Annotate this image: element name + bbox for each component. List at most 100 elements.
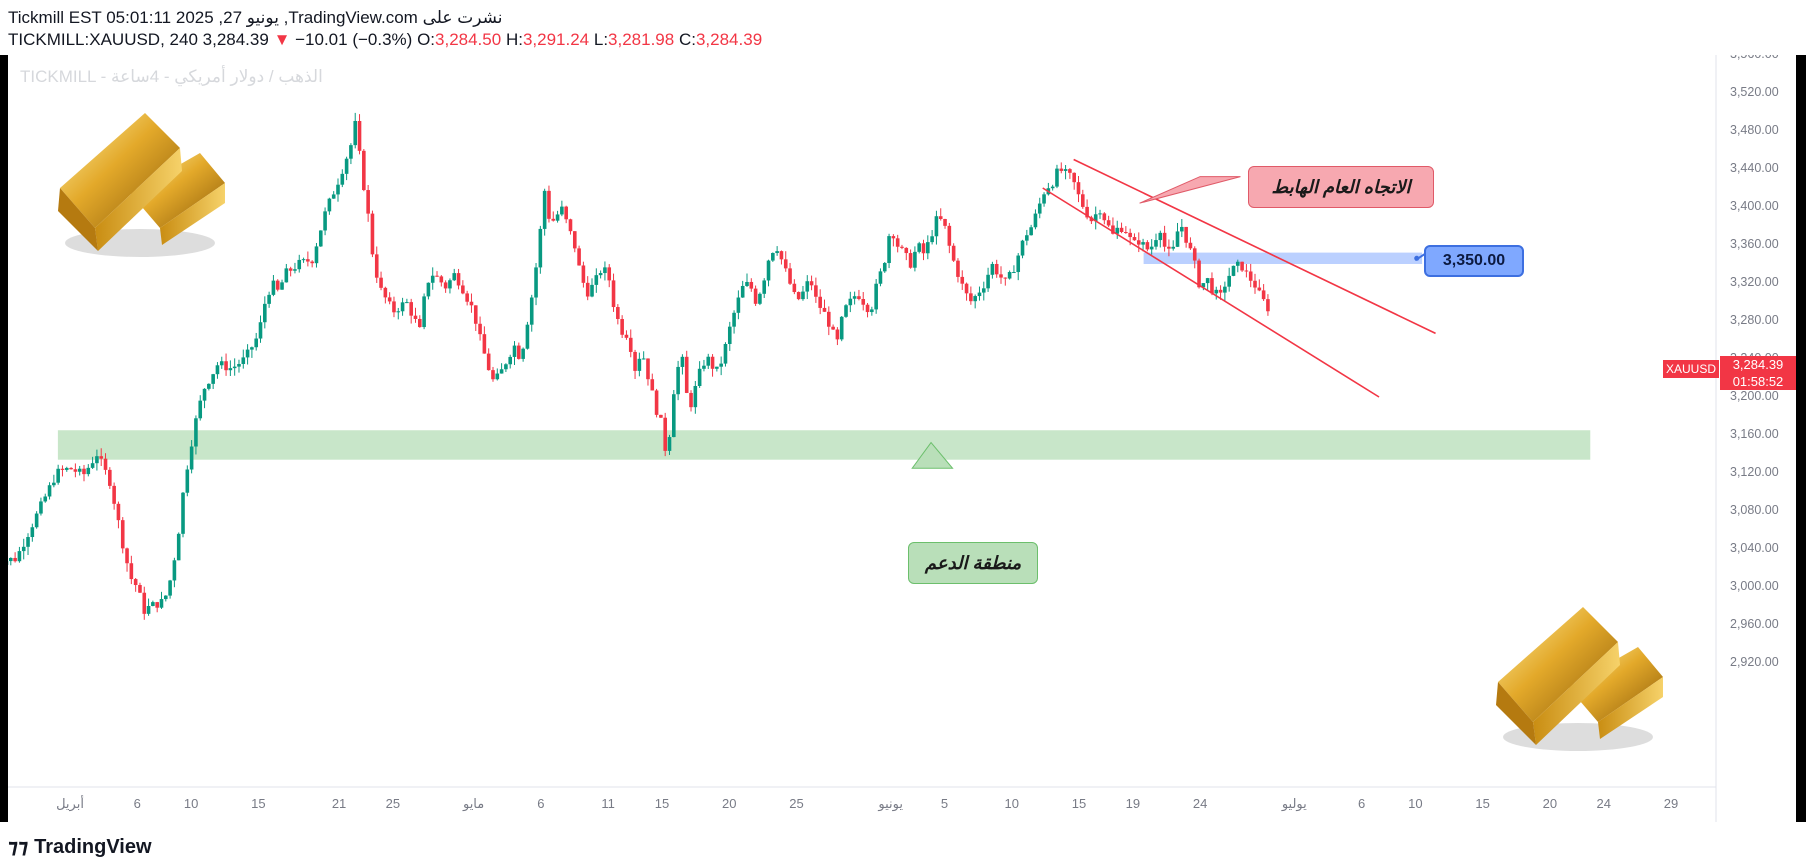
- candle-body: [969, 293, 973, 302]
- candle-body: [994, 263, 999, 275]
- candle-body: [314, 246, 319, 264]
- time-tick-label: 10: [1004, 796, 1019, 811]
- candle-body: [344, 158, 349, 174]
- time-tick-label: 5: [940, 796, 949, 811]
- candle-body: [374, 254, 379, 278]
- candle-body: [250, 347, 254, 350]
- candle-body: [387, 297, 392, 302]
- candle-body: [508, 356, 513, 365]
- price-tick-label: 2,920.00: [1730, 655, 1779, 669]
- candle-body: [103, 458, 108, 470]
- candle-body: [852, 296, 857, 299]
- candle-body: [52, 482, 56, 486]
- time-tick-label: مايو: [462, 796, 485, 811]
- candle-body: [1180, 226, 1184, 232]
- chart-canvas[interactable]: [8, 55, 1796, 822]
- support-zone[interactable]: [57, 430, 1591, 460]
- candle-body: [1184, 226, 1188, 243]
- channel-lower-line[interactable]: [1042, 187, 1380, 398]
- candle-body: [202, 388, 207, 401]
- candle-body: [1240, 261, 1244, 271]
- candle-body: [1266, 299, 1270, 312]
- candle-body: [219, 361, 224, 366]
- support-zone-callout[interactable]: منطقة الدعم: [908, 542, 1038, 584]
- candle-body: [439, 276, 444, 283]
- candle-body: [465, 293, 469, 302]
- candle-body: [1063, 169, 1068, 171]
- candle-body: [1115, 227, 1120, 234]
- candle-body: [413, 315, 418, 319]
- candle-body: [603, 267, 607, 274]
- candle-body: [60, 468, 65, 470]
- price-target-callout[interactable]: 3,350.00: [1424, 245, 1524, 277]
- candle-body: [792, 283, 797, 293]
- tradingview-logo-icon[interactable]: ⁊⁊ TradingView: [8, 834, 152, 859]
- candle-body: [1081, 194, 1085, 207]
- gold-bar-icon: [50, 93, 230, 268]
- candle-body: [616, 307, 620, 320]
- price-tick-label: 3,480.00: [1730, 123, 1779, 137]
- candle-body: [740, 285, 745, 298]
- candle-body: [396, 311, 401, 313]
- brand-name: TradingView: [34, 836, 152, 858]
- candle-body: [1059, 168, 1064, 171]
- candle-body: [801, 291, 805, 300]
- candle-body: [689, 392, 693, 408]
- candle-body: [13, 557, 17, 562]
- channel-upper-line[interactable]: [1073, 158, 1436, 335]
- candle-body: [887, 236, 891, 264]
- candle-body: [637, 358, 642, 371]
- candle-body: [370, 213, 375, 255]
- candle-body: [353, 120, 358, 146]
- resistance-zone[interactable]: [1143, 252, 1423, 264]
- chart-pane[interactable]: TICKMILL - الذهب / دولار أمريكي - 4ساعة: [8, 55, 1796, 822]
- candle-body: [349, 145, 353, 159]
- price-tick-label: 3,440.00: [1730, 161, 1779, 175]
- candle-body: [663, 417, 667, 451]
- time-tick-label: يونيو: [878, 796, 903, 811]
- candle-body: [641, 358, 646, 360]
- candle-body: [482, 334, 487, 354]
- candle-body: [1192, 248, 1197, 261]
- candle-body: [977, 292, 982, 297]
- candle-body: [306, 259, 310, 262]
- candle-body: [133, 579, 138, 586]
- candle-body: [73, 469, 78, 472]
- time-tick-label: 24: [1596, 796, 1611, 811]
- time-tick-label: 10: [183, 796, 199, 811]
- downtrend-callout[interactable]: الاتجاه العام الهابط: [1248, 166, 1434, 208]
- candle-body: [697, 368, 702, 386]
- candle-body: [818, 296, 822, 308]
- candle-body: [125, 548, 129, 564]
- candle-body: [659, 414, 663, 418]
- candle-series: [8, 112, 1270, 620]
- candle-body: [624, 334, 629, 338]
- candle-body: [732, 312, 736, 327]
- candle-body: [745, 281, 749, 286]
- candle-body: [581, 265, 586, 283]
- candle-body: [585, 282, 590, 297]
- candle-body: [323, 211, 327, 231]
- price-tick-label: 3,120.00: [1730, 465, 1779, 479]
- symbol-label[interactable]: TICKMILL:XAUUSD, 240: [8, 30, 198, 49]
- candle-body: [21, 546, 26, 552]
- price-tick-label: 3,080.00: [1730, 503, 1779, 517]
- candle-body: [835, 329, 840, 340]
- candle-body: [435, 275, 439, 277]
- candle-body: [1016, 255, 1021, 273]
- candle-body: [525, 324, 530, 349]
- candle-body: [542, 190, 547, 229]
- candle-body: [1042, 194, 1046, 204]
- candle-body: [405, 302, 409, 304]
- candle-body: [633, 351, 637, 371]
- candle-body: [874, 283, 878, 310]
- candle-body: [443, 282, 448, 289]
- chart-footer: ⁊⁊ TradingView: [0, 822, 1806, 868]
- candle-body: [159, 599, 164, 608]
- candle-body: [151, 602, 155, 606]
- candle-body: [1128, 232, 1132, 238]
- candle-body: [43, 496, 48, 502]
- price-tick-label: 3,320.00: [1730, 275, 1779, 289]
- candle-body: [719, 363, 723, 367]
- candle-body: [1154, 240, 1158, 247]
